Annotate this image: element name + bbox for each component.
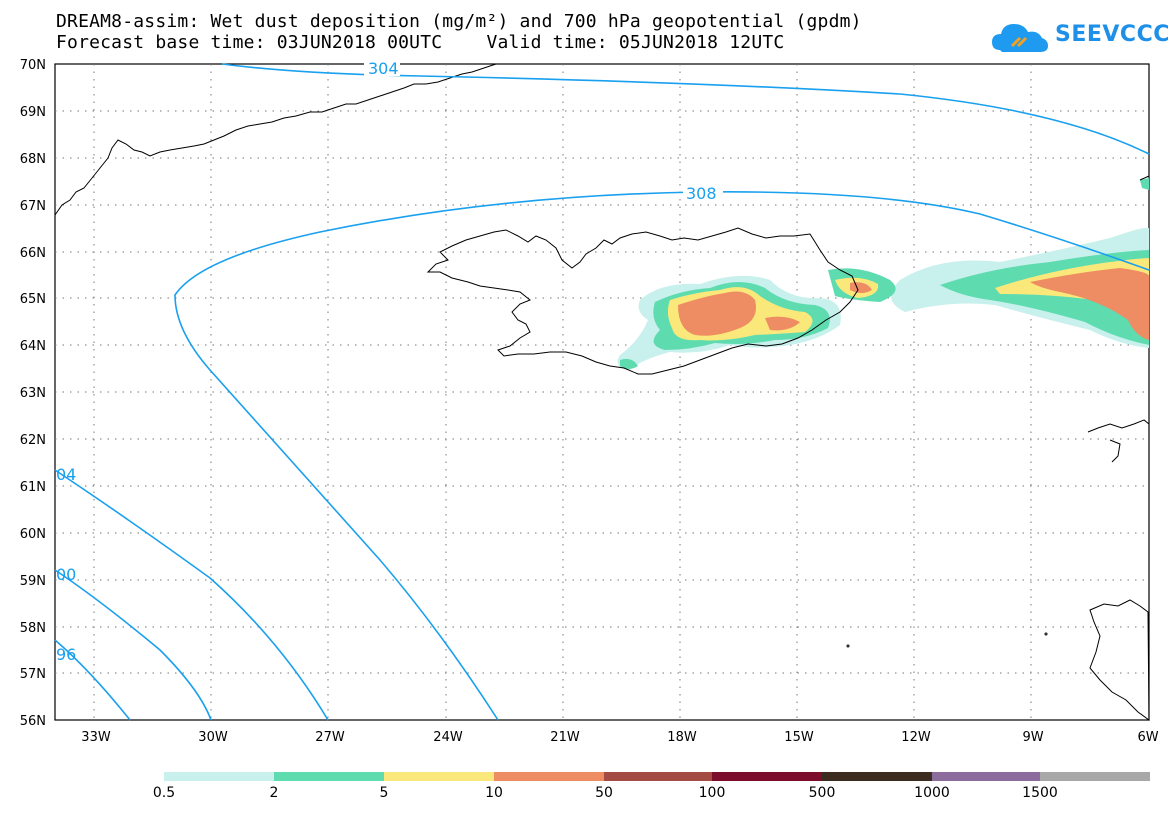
- colorbar-swatch: [384, 772, 494, 781]
- lon-label: 21W: [550, 730, 580, 745]
- lat-label: 56N: [20, 714, 46, 729]
- contour-label-00: 00: [56, 565, 76, 584]
- colorbar-swatch: [164, 772, 274, 781]
- colorbar-label: 0.5: [152, 785, 176, 801]
- logo-text: SEEVCCC: [1055, 22, 1170, 47]
- lon-label: 12W: [901, 730, 931, 745]
- lat-label: 66N: [20, 246, 46, 261]
- lon-label: 6W: [1137, 730, 1158, 745]
- longitude-labels: 33W 30W 27W 24W 21W 18W 15W 12W 9W 6W: [81, 730, 1158, 745]
- colorbar: [164, 772, 1150, 781]
- lat-label: 57N: [20, 667, 46, 682]
- contour-label-04: 04: [56, 465, 76, 484]
- lon-label: 27W: [315, 730, 345, 745]
- contour-label-96: 96: [56, 645, 76, 664]
- cloud-logo-icon: [992, 24, 1048, 52]
- lon-label: 9W: [1022, 730, 1043, 745]
- colorbar-label: 2: [269, 785, 279, 801]
- coastlines: [54, 63, 1150, 721]
- lon-label: 15W: [784, 730, 814, 745]
- lat-label: 58N: [20, 621, 46, 636]
- contour-labels: 304 308 04 00 96: [56, 59, 723, 664]
- lat-label: 64N: [20, 339, 46, 354]
- colorbar-label: 100: [698, 785, 726, 801]
- contour-label-304: 304: [368, 59, 399, 78]
- colorbar-label: 50: [595, 785, 613, 801]
- lon-label: 24W: [433, 730, 463, 745]
- lon-label: 33W: [81, 730, 111, 745]
- colorbar-swatch: [712, 772, 822, 781]
- lat-label: 67N: [20, 199, 46, 214]
- contour-label-308: 308: [686, 184, 717, 203]
- colorbar-label: 10: [485, 785, 503, 801]
- lon-label: 30W: [198, 730, 228, 745]
- lat-label: 65N: [20, 292, 46, 307]
- colorbar-swatch: [494, 772, 604, 781]
- lon-label: 18W: [667, 730, 697, 745]
- colorbar-label: 500: [808, 785, 836, 801]
- lat-label: 62N: [20, 433, 46, 448]
- map-frame: [54, 63, 1150, 721]
- colorbar-swatch: [274, 772, 384, 781]
- lat-label: 69N: [20, 105, 46, 120]
- lat-label: 59N: [20, 574, 46, 589]
- lat-label: 63N: [20, 386, 46, 401]
- colorbar-swatch: [1040, 772, 1150, 781]
- colorbar-label: 1000: [914, 785, 950, 801]
- dust-deposition-field: [617, 178, 1149, 370]
- geopotential-contours: [54, 63, 1150, 721]
- colorbar-swatch: [932, 772, 1040, 781]
- colorbar-swatch: [604, 772, 712, 781]
- lat-label: 61N: [20, 480, 46, 495]
- colorbar-label: 5: [379, 785, 389, 801]
- colorbar-label: 1500: [1022, 785, 1058, 801]
- lat-label: 70N: [20, 58, 46, 73]
- forecast-times: Forecast base time: 03JUN2018 00UTC Vali…: [56, 32, 785, 53]
- lat-label: 60N: [20, 527, 46, 542]
- lat-label: 68N: [20, 152, 46, 167]
- colorbar-swatch: [822, 772, 932, 781]
- map-title: DREAM8-assim: Wet dust deposition (mg/m²…: [56, 11, 862, 32]
- latitude-labels: 70N 69N 68N 67N 66N 65N 64N 63N 62N 61N …: [20, 58, 46, 729]
